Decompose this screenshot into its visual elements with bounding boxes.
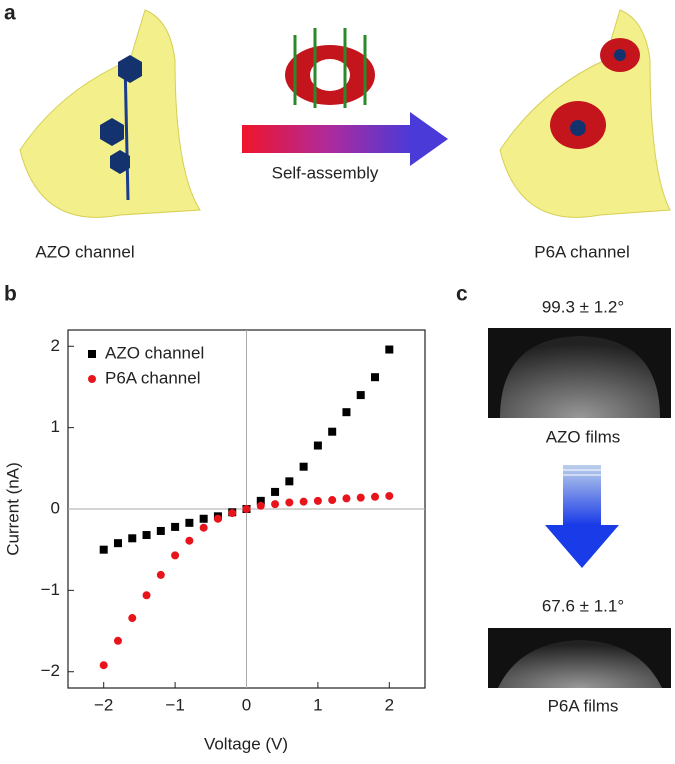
point: [299, 497, 308, 506]
arrow: [242, 125, 412, 153]
point: [199, 514, 208, 523]
macrocycle-illustration: [285, 28, 375, 108]
y-tick-label: 2: [51, 336, 60, 355]
y-axis-label: Current (nA): [3, 462, 22, 556]
point: [113, 636, 122, 645]
point: [171, 522, 180, 531]
point: [371, 492, 380, 501]
point: [185, 518, 194, 527]
point: [285, 498, 294, 507]
panel-label: c: [456, 283, 468, 306]
point: [356, 493, 365, 502]
p6a-channel-illustration: [499, 9, 671, 218]
y-tick-label: 0: [51, 498, 60, 517]
x-tick-label: −2: [94, 695, 113, 714]
legend-label: AZO channel: [105, 343, 204, 362]
point: [185, 536, 194, 545]
point: [342, 408, 351, 417]
point: [356, 391, 365, 400]
point: [328, 496, 337, 505]
point: [271, 487, 280, 496]
point: [99, 661, 108, 670]
x-tick-label: 0: [242, 695, 251, 714]
point: [342, 494, 351, 503]
point: [385, 345, 394, 354]
point: [113, 539, 122, 548]
down-arrow: [545, 465, 619, 568]
point: [371, 373, 380, 382]
point: [142, 591, 151, 600]
point: [385, 491, 394, 500]
contact-angle: 67.6 ± 1.1°: [542, 596, 624, 615]
x-axis-label: Voltage (V): [204, 734, 288, 753]
y-tick-label: 1: [51, 417, 60, 436]
point: [128, 614, 137, 623]
legend-marker: [88, 375, 96, 383]
droplet-image: [488, 328, 671, 418]
arrow-head: [410, 112, 448, 166]
caption: P6A films: [548, 696, 619, 715]
point: [256, 496, 265, 505]
scatter-chart: Voltage (V) Current (nA) −2 −1 0 1 2 −2 −1 0 1 2 A…: [3, 329, 426, 753]
point: [285, 477, 294, 486]
point: [313, 441, 322, 450]
caption: P6A channel: [534, 242, 629, 261]
legend-marker: [88, 350, 96, 358]
point: [328, 427, 337, 436]
caption: AZO films: [546, 427, 621, 446]
arrow-label: Self-assembly: [272, 163, 379, 182]
point: [271, 500, 280, 509]
x-tick-label: 2: [385, 695, 394, 714]
point: [256, 501, 265, 510]
point: [156, 526, 165, 535]
point: [313, 496, 322, 505]
azo-channel-illustration: [19, 9, 201, 218]
point: [199, 523, 208, 532]
y-tick-label: −1: [41, 580, 60, 599]
point: [171, 551, 180, 560]
point: [156, 570, 165, 579]
contact-angle: 99.3 ± 1.2°: [542, 297, 624, 316]
panel-label: a: [4, 2, 16, 25]
caption: AZO channel: [35, 242, 134, 261]
point: [142, 531, 151, 540]
point: [128, 534, 137, 543]
x-tick-label: 1: [313, 695, 322, 714]
point: [99, 545, 108, 554]
x-tick-label: −1: [165, 695, 184, 714]
panel-label: b: [4, 283, 17, 306]
point: [213, 514, 222, 523]
y-tick-label: −2: [41, 661, 60, 680]
point: [242, 505, 251, 513]
legend-label: P6A channel: [105, 368, 200, 387]
droplet-image: [488, 628, 671, 688]
point: [299, 462, 308, 471]
point: [228, 509, 237, 518]
